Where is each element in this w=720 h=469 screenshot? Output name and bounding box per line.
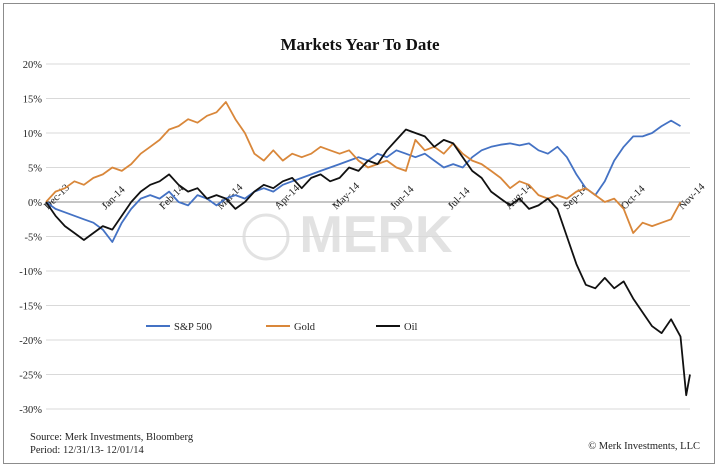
x-tick-label: Jul-14 bbox=[446, 185, 473, 212]
copyright-note: © Merk Investments, LLC bbox=[588, 441, 700, 452]
chart-title: Markets Year To Date bbox=[280, 35, 440, 54]
y-tick-label: -30% bbox=[19, 405, 42, 416]
series-line-gold bbox=[45, 101, 682, 234]
x-tick-label: Jan-14 bbox=[100, 184, 128, 212]
markets-ytd-chart: Markets Year To Date MERK 20% 15% 10% 5% 0% -… bbox=[19, 35, 708, 416]
y-tick-label: 10% bbox=[23, 129, 43, 140]
y-tick-label: 20% bbox=[23, 60, 43, 71]
chart-frame: Markets Year To Date MERK 20% 15% 10% 5% 0% -… bbox=[3, 3, 715, 464]
merk-watermark: MERK bbox=[242, 206, 453, 264]
y-tick-label: -25% bbox=[19, 371, 42, 382]
source-note: Source: Merk Investments, Bloomberg bbox=[30, 432, 194, 443]
legend-label: Oil bbox=[404, 322, 418, 333]
x-tick-label: Apr-14 bbox=[273, 183, 303, 213]
y-tick-label: -20% bbox=[19, 336, 42, 347]
y-tick-label: -10% bbox=[19, 267, 42, 278]
x-tick-label: Nov-14 bbox=[677, 181, 708, 212]
y-tick-label: 0% bbox=[28, 198, 42, 209]
legend-label: Gold bbox=[294, 322, 316, 333]
series-line-oil bbox=[45, 128, 691, 397]
y-tick-label: 15% bbox=[23, 95, 43, 106]
series-line-s-p-500 bbox=[45, 119, 681, 243]
period-note: Period: 12/31/13- 12/01/14 bbox=[30, 445, 144, 456]
watermark-text: MERK bbox=[299, 206, 453, 264]
y-tick-label: -15% bbox=[19, 302, 42, 313]
legend-label: S&P 500 bbox=[174, 322, 212, 333]
y-tick-label: -5% bbox=[25, 233, 43, 244]
y-tick-label: 5% bbox=[28, 164, 42, 175]
